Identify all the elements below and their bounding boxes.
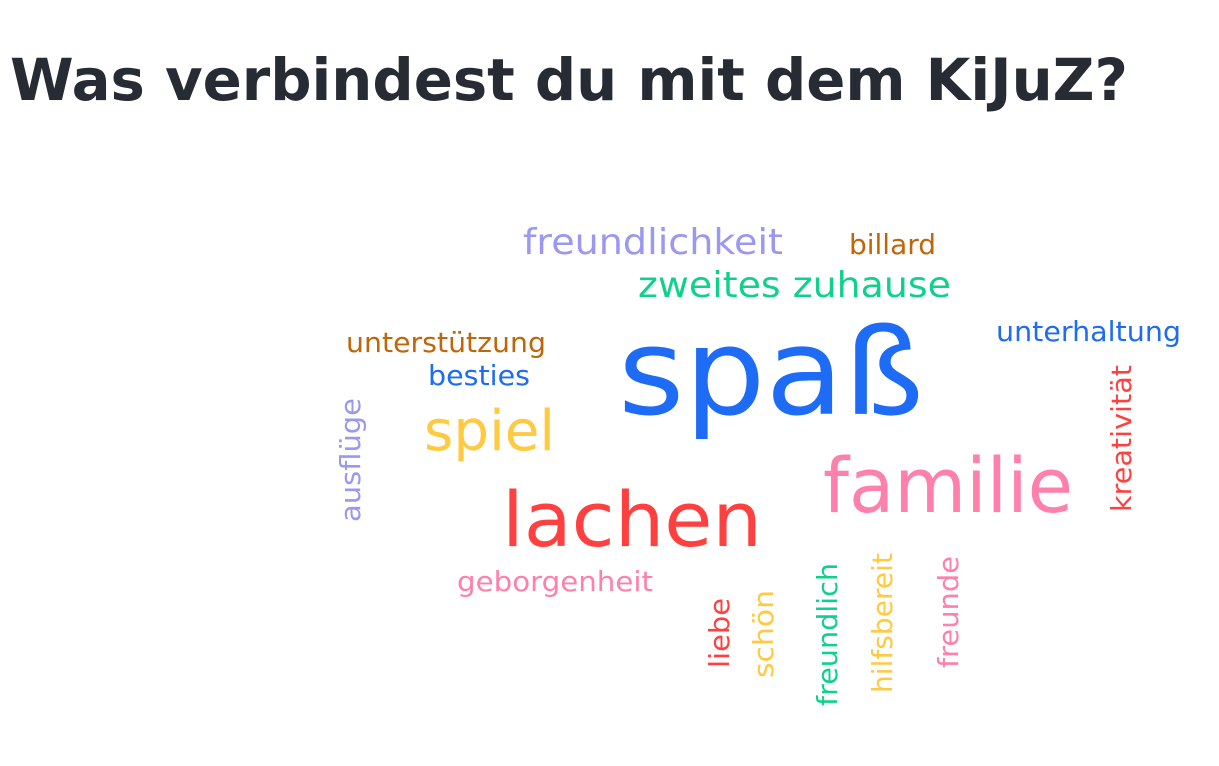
- slide-title: Was verbindest du mit dem KiJuZ?: [10, 46, 1128, 114]
- word: kreativität: [1105, 365, 1138, 512]
- word: unterhaltung: [996, 315, 1181, 348]
- word: freundlich: [811, 563, 844, 706]
- word: geborgenheit: [457, 565, 653, 598]
- word: besties: [428, 359, 530, 392]
- word: familie: [823, 441, 1073, 530]
- word: schön: [747, 590, 780, 678]
- word-cloud: freundlichkeit billard zweites zuhause u…: [334, 222, 1181, 706]
- word: spiel: [424, 399, 555, 464]
- word: liebe: [703, 598, 736, 668]
- word: lachen: [502, 475, 762, 564]
- word: freunde: [932, 556, 965, 668]
- word: zweites zuhause: [638, 265, 951, 306]
- word: billard: [849, 228, 936, 261]
- word: freundlichkeit: [523, 222, 783, 263]
- word: hilfsbereit: [866, 553, 899, 693]
- word: ausflüge: [334, 398, 367, 522]
- word: spaß: [618, 304, 924, 443]
- word: unterstützung: [346, 326, 546, 359]
